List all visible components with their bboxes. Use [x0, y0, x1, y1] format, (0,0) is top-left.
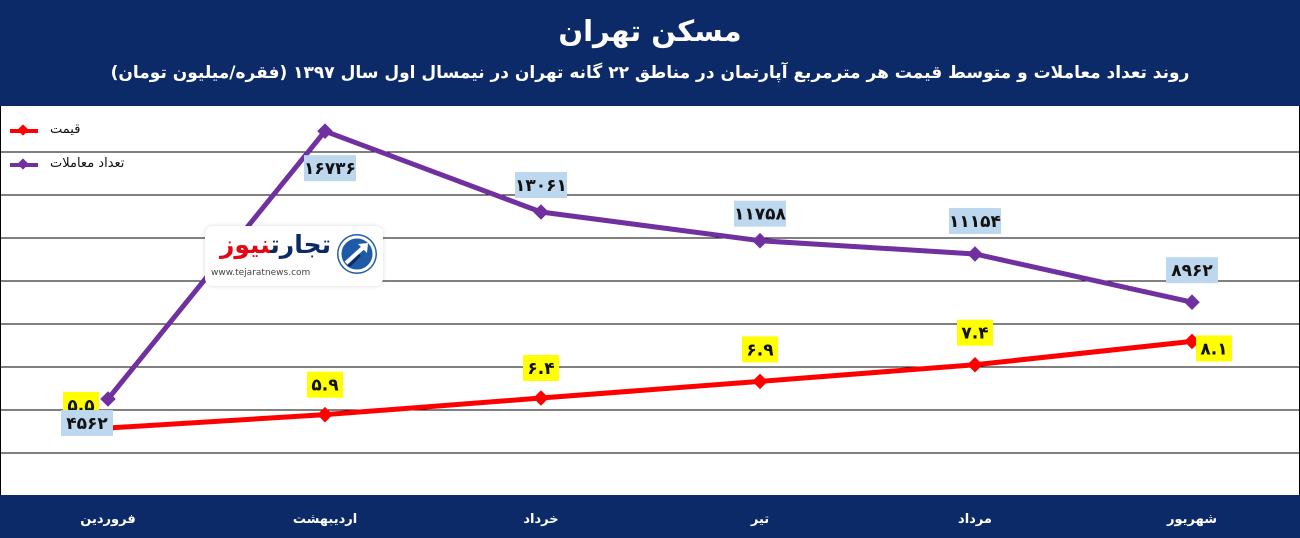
data-label-box-price [523, 355, 559, 382]
data-label-price: ۵.۹ [311, 376, 339, 396]
x-tick-label: اردیبهشت [292, 512, 358, 527]
x-axis-bar: فروردین اردیبهشت خرداد تیر مرداد شهریور [0, 495, 1300, 538]
legend-label-transactions: تعداد معاملات [50, 156, 125, 171]
arrow-circle-logo-icon [337, 234, 377, 274]
x-tick-label: خرداد [523, 512, 559, 527]
x-tick-label: فروردین [80, 512, 136, 527]
data-label-box-price [1196, 335, 1232, 362]
point-price [533, 390, 549, 406]
logo-name-part1: تجارت [270, 230, 331, 259]
data-label-transactions: ۱۳۰۶۱ [515, 176, 567, 196]
data-label-box-transactions [1166, 257, 1218, 284]
point-transactions [967, 246, 983, 262]
series-line-transactions [106, 128, 1193, 401]
data-label-box-price [307, 371, 343, 398]
point-price [1184, 333, 1200, 350]
data-label-box-transactions [304, 155, 356, 182]
data-label-box-transactions [61, 410, 113, 436]
x-tick-label: تیر [750, 512, 770, 527]
data-label-box-price [957, 319, 993, 346]
point-transactions [1184, 294, 1200, 310]
point-price [317, 406, 333, 423]
chart-title: مسکن تهران [558, 14, 742, 48]
data-label-price: ۶.۹ [746, 340, 774, 360]
logo-name-part2: نیوز [219, 230, 271, 259]
logo-url: www.tejaratnews.com [211, 268, 311, 278]
series-line-price [107, 338, 1193, 431]
data-label-transactions: ۱۱۷۵۸ [734, 205, 787, 225]
x-tick-label: شهریور [1167, 512, 1217, 527]
data-label-price: ۶.۴ [527, 359, 554, 379]
point-price [752, 373, 768, 390]
data-label-box-transactions [949, 207, 1001, 234]
data-label-transactions: ۱۶۷۳۶ [304, 159, 356, 179]
data-label-box-price [742, 336, 778, 363]
logo-wordmark: تجارتنیوز [220, 230, 331, 259]
tejaratnews-logo: تجارتنیوز www.tejaratnews.com [205, 226, 383, 286]
point-transactions [533, 204, 549, 220]
data-label-price: ۷.۴ [961, 324, 988, 344]
x-tick-label: مرداد [958, 512, 992, 527]
chart-subtitle: روند تعداد معاملات و متوسط قیمت هر مترمر… [110, 63, 1190, 83]
data-label-box-transactions [734, 200, 786, 227]
chart-header: مسکن تهران روند تعداد معاملات و متوسط قی… [0, 0, 1300, 106]
legend-label-price: قیمت [50, 122, 81, 137]
data-label-box-transactions [515, 172, 567, 199]
data-label-transactions: ۱۱۱۵۴ [949, 212, 1001, 232]
point-transactions [752, 232, 768, 249]
gridlines [0, 106, 1300, 495]
data-label-price: ۸.۱ [1200, 339, 1227, 359]
point-price [967, 356, 983, 373]
data-label-transactions: ۸۹۶۲ [1171, 261, 1213, 281]
data-label-transactions: ۴۵۶۲ [66, 414, 108, 434]
